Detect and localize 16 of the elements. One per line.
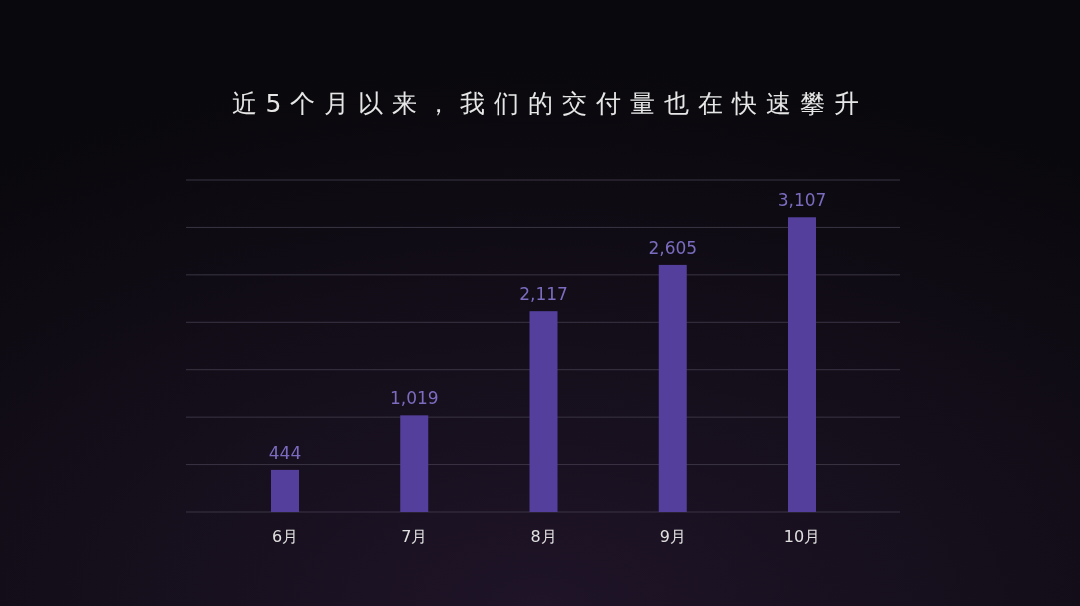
x-tick-label: 7月	[401, 527, 428, 546]
bar	[400, 415, 429, 512]
data-label: 3,107	[777, 190, 827, 211]
data-label: 2,605	[648, 237, 698, 258]
bar	[271, 469, 299, 512]
bar	[658, 264, 687, 512]
x-tick-label: 8月	[530, 527, 557, 546]
x-tick-label: 9月	[659, 527, 686, 546]
data-label: 2,117	[519, 284, 568, 305]
data-label: 1,019	[389, 388, 439, 409]
x-tick-label: 10月	[783, 527, 821, 546]
bar	[529, 311, 558, 512]
bar	[788, 217, 816, 512]
x-tick-label: 6月	[271, 527, 299, 546]
chart-title: 近5个月以来，我们的交付量也在快速攀升	[231, 89, 869, 118]
data-label: 444	[268, 442, 302, 463]
